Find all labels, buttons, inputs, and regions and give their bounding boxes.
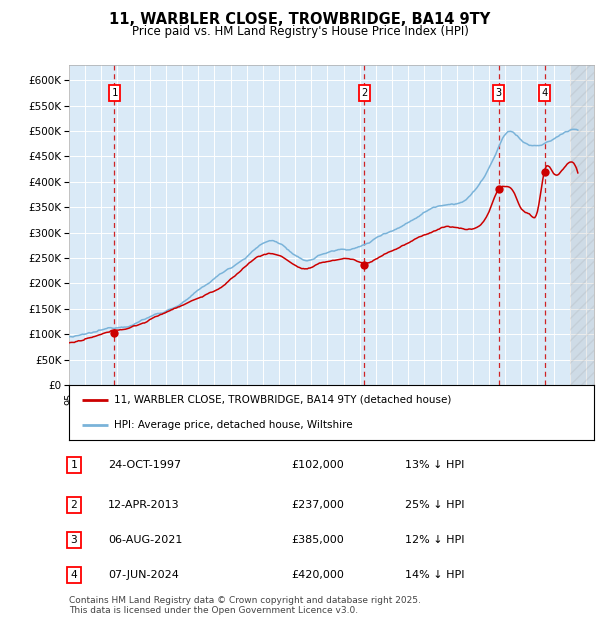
Text: 11, WARBLER CLOSE, TROWBRIDGE, BA14 9TY (detached house): 11, WARBLER CLOSE, TROWBRIDGE, BA14 9TY … (113, 395, 451, 405)
Text: 07-JUN-2024: 07-JUN-2024 (108, 570, 179, 580)
Text: 24-OCT-1997: 24-OCT-1997 (108, 460, 181, 470)
Text: HPI: Average price, detached house, Wiltshire: HPI: Average price, detached house, Wilt… (113, 420, 352, 430)
Bar (570, 65, 596, 385)
Text: £420,000: £420,000 (291, 570, 344, 580)
Text: 2: 2 (70, 500, 77, 510)
Text: Price paid vs. HM Land Registry's House Price Index (HPI): Price paid vs. HM Land Registry's House … (131, 25, 469, 38)
Text: 12-APR-2013: 12-APR-2013 (108, 500, 179, 510)
Text: 4: 4 (541, 88, 548, 98)
Text: £237,000: £237,000 (291, 500, 344, 510)
Text: 3: 3 (496, 88, 502, 98)
Text: 25% ↓ HPI: 25% ↓ HPI (405, 500, 464, 510)
Text: 1: 1 (111, 88, 118, 98)
Text: 12% ↓ HPI: 12% ↓ HPI (405, 535, 464, 545)
Text: 1: 1 (70, 460, 77, 470)
Text: 4: 4 (70, 570, 77, 580)
Text: 14% ↓ HPI: 14% ↓ HPI (405, 570, 464, 580)
Text: Contains HM Land Registry data © Crown copyright and database right 2025.
This d: Contains HM Land Registry data © Crown c… (69, 596, 421, 615)
Text: 06-AUG-2021: 06-AUG-2021 (108, 535, 182, 545)
Text: 3: 3 (70, 535, 77, 545)
Text: £102,000: £102,000 (291, 460, 344, 470)
Text: 13% ↓ HPI: 13% ↓ HPI (405, 460, 464, 470)
Text: 11, WARBLER CLOSE, TROWBRIDGE, BA14 9TY: 11, WARBLER CLOSE, TROWBRIDGE, BA14 9TY (109, 12, 491, 27)
Text: £385,000: £385,000 (291, 535, 344, 545)
Text: 2: 2 (361, 88, 367, 98)
